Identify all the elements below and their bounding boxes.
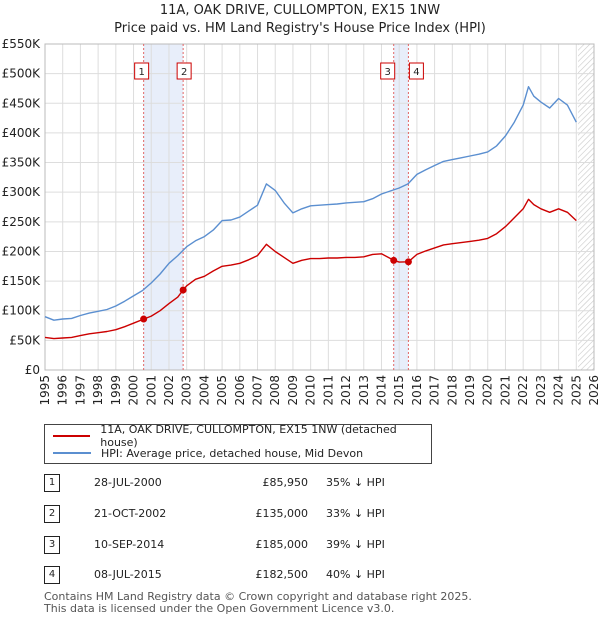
- x-tick-label: 2007: [251, 375, 265, 406]
- y-tick-label: £0: [25, 363, 40, 377]
- x-tick-label: 2003: [180, 375, 194, 406]
- x-tick-label: 2016: [410, 375, 424, 406]
- x-tick-label: 2006: [233, 375, 247, 406]
- x-tick-label: 2021: [498, 375, 512, 406]
- x-tick-label: 1997: [73, 375, 87, 406]
- transaction-number: 3: [44, 536, 60, 554]
- x-tick-label: 2004: [197, 375, 211, 406]
- sale-badge: [176, 62, 192, 80]
- forecast-hatch: [578, 44, 594, 370]
- transaction-date: 08-JUL-2015: [94, 568, 162, 581]
- x-tick-label: 2015: [392, 375, 406, 406]
- x-tick-label: 1998: [91, 375, 105, 406]
- x-tick-label: 2020: [481, 375, 495, 406]
- transaction-hpi: 33% ↓ HPI: [326, 507, 385, 520]
- y-tick-label: £550K: [2, 37, 42, 51]
- x-tick-label: 2017: [428, 375, 442, 406]
- x-tick-label: 2001: [144, 375, 158, 406]
- x-tick-label: 2018: [445, 375, 459, 406]
- sale-badge: [380, 62, 396, 80]
- x-tick-label: 2023: [534, 375, 548, 406]
- x-tick-label: 1995: [38, 375, 52, 406]
- x-tick-label: 2019: [463, 375, 477, 406]
- x-tick-label: 2025: [569, 375, 583, 406]
- footer-licence: This data is licensed under the Open Gov…: [44, 602, 395, 615]
- y-tick-label: £500K: [2, 67, 42, 81]
- y-tick-label: £400K: [2, 126, 42, 140]
- transaction-hpi: 35% ↓ HPI: [326, 476, 385, 489]
- legend-swatch-hpi: [53, 452, 91, 454]
- chart-title: 11A, OAK DRIVE, CULLOMPTON, EX15 1NW: [159, 3, 441, 18]
- x-tick-label: 2000: [127, 375, 141, 406]
- sale-badge-label: 2: [181, 67, 187, 78]
- x-tick-label: 2014: [374, 375, 388, 406]
- sale-point: [404, 258, 412, 266]
- x-tick-label: 2005: [215, 375, 229, 406]
- x-tick-label: 2022: [516, 375, 530, 406]
- x-tick-label: 2002: [162, 375, 176, 406]
- y-tick-label: £100K: [2, 304, 42, 318]
- legend-label-hpi: HPI: Average price, detached house, Mid …: [101, 446, 364, 460]
- legend-swatch-property: [53, 435, 91, 437]
- y-tick-label: £300K: [2, 185, 42, 199]
- y-tick-label: £250K: [2, 215, 42, 229]
- x-tick-label: 2008: [268, 375, 282, 406]
- transaction-row: 2 21-OCT-2002 £135,000 33% ↓ HPI: [44, 505, 444, 523]
- sale-badge-label: 4: [413, 67, 419, 78]
- sale-badge-label: 3: [385, 67, 391, 78]
- series-line: [44, 86, 577, 321]
- sale-badge-label: 1: [138, 67, 144, 78]
- chart-subtitle: Price paid vs. HM Land Registry's House …: [114, 21, 486, 36]
- y-tick-label: £150K: [2, 274, 42, 288]
- transaction-date: 28-JUL-2000: [94, 476, 162, 489]
- y-tick-label: £200K: [2, 244, 42, 258]
- transaction-row: 4 08-JUL-2015 £182,500 40% ↓ HPI: [44, 566, 444, 584]
- sale-point: [140, 315, 148, 323]
- sale-point: [179, 286, 187, 294]
- y-tick-label: £350K: [2, 156, 42, 170]
- legend-item-property: 11A, OAK DRIVE, CULLOMPTON, EX15 1NW (de…: [53, 423, 431, 449]
- sale-badge: [408, 62, 424, 80]
- x-tick-label: 2011: [321, 375, 335, 406]
- transaction-row: 3 10-SEP-2014 £185,000 39% ↓ HPI: [44, 536, 444, 554]
- sale-point: [390, 256, 398, 264]
- transaction-number: 1: [44, 474, 60, 492]
- transaction-number: 2: [44, 505, 60, 523]
- x-tick-label: 2012: [339, 375, 353, 406]
- footer-copyright: Contains HM Land Registry data © Crown c…: [44, 590, 472, 603]
- transaction-price: £85,950: [262, 476, 309, 489]
- x-tick-label: 2013: [357, 375, 371, 406]
- price-chart: £0 £50K £100K £150K £200K £250K £300K £350K £400…: [2, 37, 600, 406]
- x-tick-label: 2009: [286, 375, 300, 406]
- x-tick-label: 2010: [304, 375, 318, 406]
- legend-item-hpi: HPI: Average price, detached house, Mid …: [53, 445, 363, 461]
- transaction-number: 4: [44, 566, 60, 584]
- transaction-date: 21-OCT-2002: [94, 507, 167, 520]
- legend-label-property: 11A, OAK DRIVE, CULLOMPTON, EX15 1NW (de…: [100, 423, 397, 449]
- transaction-price: £182,500: [255, 568, 309, 581]
- x-tick-label: 2024: [552, 375, 566, 406]
- transaction-date: 10-SEP-2014: [94, 538, 165, 551]
- sale-period-shade: [393, 44, 409, 370]
- x-tick-label: 1999: [109, 375, 123, 406]
- sale-period-shade: [143, 44, 184, 370]
- transaction-price: £135,000: [255, 507, 309, 520]
- transaction-price: £185,000: [255, 538, 309, 551]
- series-line: [44, 198, 577, 340]
- transaction-row: 1 28-JUL-2000 £85,950 35% ↓ HPI: [44, 474, 444, 492]
- x-tick-label: 2026: [587, 375, 600, 406]
- sale-badge: [134, 62, 150, 80]
- y-tick-label: £450K: [2, 96, 42, 110]
- transaction-hpi: 40% ↓ HPI: [326, 568, 385, 581]
- plot-frame: [44, 43, 595, 371]
- legend: 11A, OAK DRIVE, CULLOMPTON, EX15 1NW (de…: [44, 423, 432, 464]
- y-tick-label: £50K: [9, 333, 41, 347]
- transaction-hpi: 39% ↓ HPI: [326, 538, 385, 551]
- x-tick-label: 1996: [56, 375, 70, 406]
